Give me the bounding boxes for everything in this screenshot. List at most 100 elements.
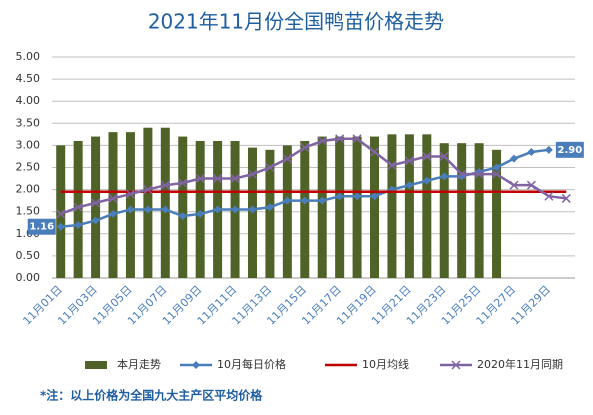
- marker: [143, 205, 152, 214]
- marker: [317, 136, 327, 146]
- y-tick-label: 2.00: [16, 183, 41, 196]
- marker: [544, 145, 553, 154]
- y-tick-label: 0.00: [16, 271, 41, 284]
- marker: [125, 189, 135, 199]
- bar: [300, 140, 310, 278]
- bar: [457, 143, 467, 278]
- value-label: 1.16: [29, 222, 54, 233]
- marker: [474, 169, 484, 179]
- marker: [492, 169, 502, 179]
- series-line: [60, 137, 567, 216]
- legend-marker: [192, 361, 200, 369]
- marker: [404, 156, 414, 166]
- y-tick-label: 4.00: [16, 94, 41, 107]
- legend-swatch: [85, 361, 107, 369]
- marker: [109, 209, 118, 218]
- marker: [213, 205, 222, 214]
- y-tick-label: 0.50: [16, 249, 41, 262]
- marker: [196, 209, 205, 218]
- marker: [335, 192, 344, 201]
- legend-label: 10月每日价格: [217, 357, 286, 371]
- bar: [422, 134, 432, 278]
- y-tick-label: 5.00: [16, 50, 41, 63]
- marker: [369, 147, 380, 157]
- bar: [317, 136, 327, 278]
- bar: [387, 134, 397, 278]
- marker: [561, 193, 571, 203]
- legend-label: 2020年11月同期: [477, 357, 563, 371]
- marker: [492, 163, 501, 172]
- bar: [91, 136, 101, 278]
- marker: [387, 160, 397, 170]
- marker: [247, 169, 258, 179]
- bar: [282, 145, 292, 278]
- bar: [335, 136, 345, 278]
- marker: [352, 134, 362, 144]
- marker: [300, 196, 309, 205]
- marker: [161, 205, 170, 214]
- marker: [370, 192, 379, 201]
- marker: [195, 174, 205, 184]
- value-label-box: [27, 218, 56, 235]
- bar: [370, 136, 380, 278]
- bar: [73, 140, 83, 278]
- marker: [265, 203, 274, 212]
- y-tick-label: 1.50: [16, 205, 41, 218]
- marker: [91, 216, 100, 225]
- marker: [318, 196, 327, 205]
- bar: [125, 132, 135, 278]
- bar: [265, 149, 275, 278]
- marker: [527, 148, 536, 157]
- bar: [178, 136, 188, 278]
- marker: [178, 212, 187, 221]
- marker: [248, 205, 257, 214]
- marker: [126, 205, 135, 214]
- legend-label: 10月均线: [362, 357, 409, 371]
- chart-title: 2021年11月份全国鸭苗价格走势: [148, 10, 444, 34]
- marker: [457, 169, 467, 179]
- y-tick-label: 2.50: [16, 161, 41, 174]
- marker: [56, 209, 66, 219]
- bar: [108, 132, 118, 278]
- marker: [73, 202, 83, 212]
- marker: [300, 143, 310, 153]
- marker: [56, 222, 65, 231]
- bar: [195, 140, 205, 278]
- marker: [265, 162, 275, 173]
- marker: [108, 193, 118, 203]
- bar: [404, 134, 414, 278]
- bar: [56, 145, 66, 278]
- legend-marker: [451, 360, 461, 370]
- marker: [353, 192, 362, 201]
- legend-label: 本月走势: [117, 357, 161, 371]
- marker: [526, 180, 536, 190]
- bar: [439, 143, 449, 278]
- marker: [74, 220, 83, 229]
- marker: [509, 154, 518, 163]
- marker: [143, 185, 153, 195]
- marker: [231, 205, 240, 214]
- marker: [335, 134, 345, 144]
- bar: [352, 136, 362, 278]
- marker: [509, 180, 519, 190]
- marker: [439, 151, 449, 161]
- marker: [178, 178, 188, 188]
- value-label: 2.90: [558, 145, 583, 156]
- marker: [405, 181, 414, 190]
- marker: [282, 154, 292, 164]
- bar: [474, 143, 484, 278]
- marker: [213, 174, 223, 184]
- marker: [91, 198, 101, 208]
- marker: [160, 180, 170, 190]
- bar: [160, 127, 170, 278]
- marker: [230, 174, 240, 184]
- bar: [492, 149, 502, 278]
- marker: [422, 176, 431, 185]
- footnote: *注：以上价格为全国九大主产区平均价格: [40, 388, 263, 403]
- bar: [143, 127, 153, 278]
- marker: [283, 196, 292, 205]
- y-tick-label: 3.00: [16, 138, 41, 151]
- value-label-box: [555, 141, 584, 158]
